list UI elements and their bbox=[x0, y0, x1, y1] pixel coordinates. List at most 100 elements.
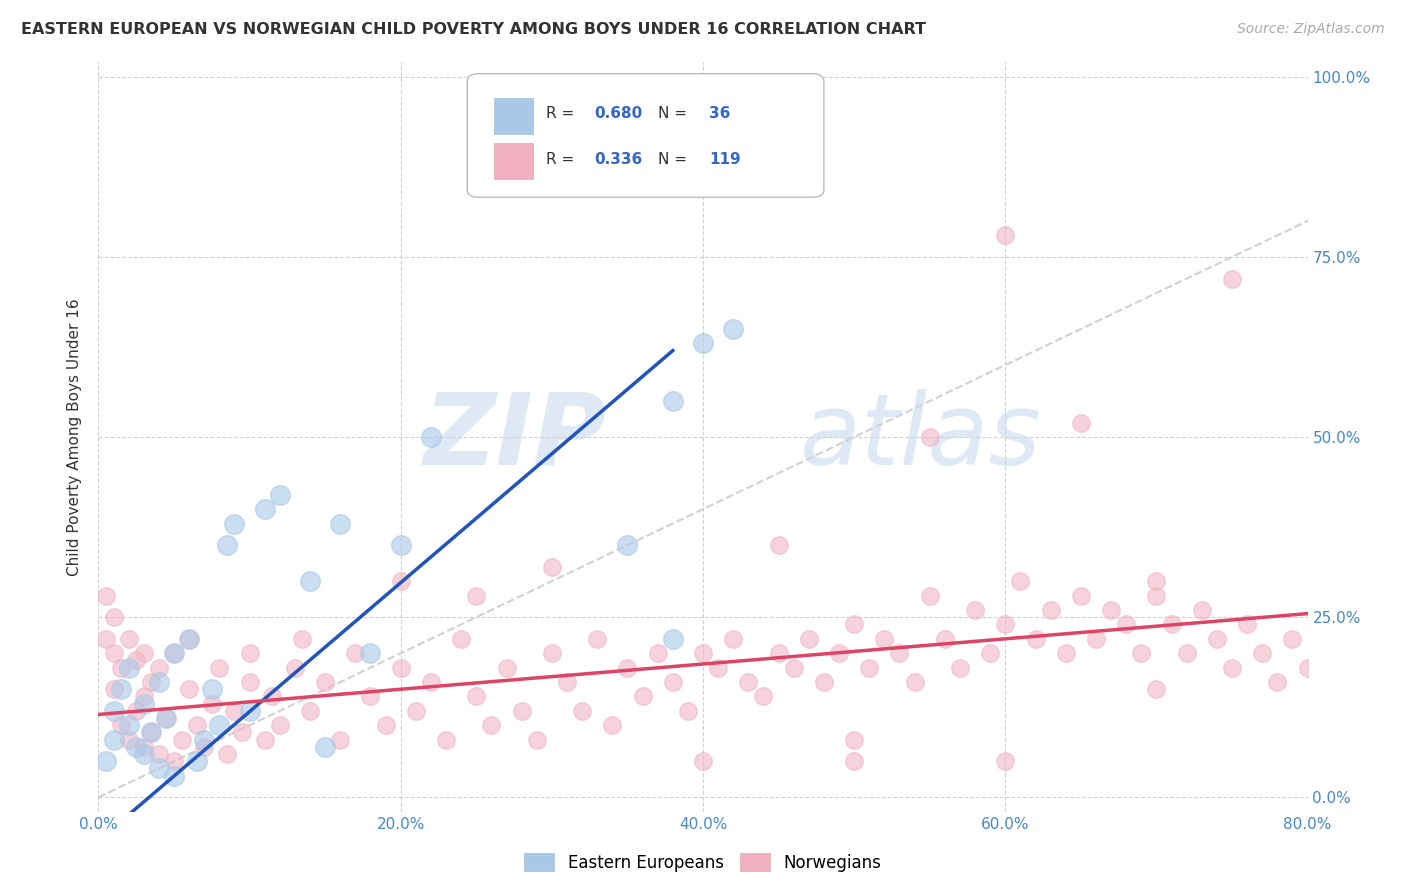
Point bbox=[118, 632, 141, 646]
Point bbox=[141, 725, 163, 739]
Point bbox=[1070, 589, 1092, 603]
Point bbox=[994, 228, 1017, 243]
Point bbox=[661, 394, 683, 409]
Point bbox=[284, 660, 307, 674]
Point bbox=[314, 675, 336, 690]
Point bbox=[132, 697, 155, 711]
Point bbox=[918, 589, 941, 603]
Point bbox=[1099, 603, 1122, 617]
Point bbox=[1236, 617, 1258, 632]
Point bbox=[1144, 574, 1167, 589]
Point bbox=[1220, 660, 1243, 674]
Point bbox=[269, 718, 291, 732]
Point bbox=[103, 704, 125, 718]
Bar bbox=[494, 97, 533, 134]
Point bbox=[994, 617, 1017, 632]
Point bbox=[797, 632, 820, 646]
Point bbox=[647, 646, 669, 660]
Point bbox=[262, 690, 284, 704]
Point bbox=[125, 653, 148, 667]
Point bbox=[1220, 271, 1243, 285]
Point bbox=[844, 617, 866, 632]
Point bbox=[132, 646, 155, 660]
Point bbox=[1191, 603, 1213, 617]
Point bbox=[813, 675, 835, 690]
Point bbox=[737, 675, 759, 690]
Point bbox=[389, 538, 412, 552]
Point bbox=[215, 538, 238, 552]
Point bbox=[616, 660, 638, 674]
Point bbox=[193, 739, 215, 754]
Point bbox=[118, 660, 141, 674]
Point bbox=[103, 682, 125, 697]
Point bbox=[163, 646, 186, 660]
Point bbox=[193, 732, 215, 747]
Point bbox=[1024, 632, 1046, 646]
Point bbox=[707, 660, 730, 674]
Point bbox=[179, 632, 201, 646]
FancyBboxPatch shape bbox=[467, 74, 824, 197]
Text: R =: R = bbox=[546, 153, 579, 168]
Text: 119: 119 bbox=[709, 153, 741, 168]
Point bbox=[389, 574, 412, 589]
Point bbox=[692, 754, 714, 768]
Point bbox=[768, 538, 790, 552]
Point bbox=[616, 538, 638, 552]
Point bbox=[103, 732, 125, 747]
Legend: Eastern Europeans, Norwegians: Eastern Europeans, Norwegians bbox=[517, 847, 889, 879]
Point bbox=[231, 725, 253, 739]
Point bbox=[1144, 589, 1167, 603]
Text: atlas: atlas bbox=[800, 389, 1042, 485]
Point bbox=[239, 646, 262, 660]
Point bbox=[118, 732, 141, 747]
Point bbox=[163, 754, 186, 768]
Point bbox=[208, 660, 231, 674]
Text: N =: N = bbox=[658, 153, 692, 168]
Point bbox=[94, 632, 117, 646]
Point bbox=[768, 646, 790, 660]
Point bbox=[420, 430, 443, 444]
Point bbox=[239, 704, 262, 718]
Text: EASTERN EUROPEAN VS NORWEGIAN CHILD POVERTY AMONG BOYS UNDER 16 CORRELATION CHAR: EASTERN EUROPEAN VS NORWEGIAN CHILD POVE… bbox=[21, 22, 927, 37]
Point bbox=[344, 646, 367, 660]
Y-axis label: Child Poverty Among Boys Under 16: Child Poverty Among Boys Under 16 bbox=[67, 298, 83, 576]
Point bbox=[661, 675, 683, 690]
Point bbox=[661, 632, 683, 646]
Point bbox=[224, 516, 246, 531]
Point bbox=[141, 675, 163, 690]
Point bbox=[179, 682, 201, 697]
Point bbox=[110, 660, 132, 674]
Point bbox=[918, 430, 941, 444]
Point bbox=[1010, 574, 1032, 589]
Point bbox=[329, 516, 352, 531]
Point bbox=[329, 732, 352, 747]
Point bbox=[1267, 675, 1289, 690]
Point bbox=[110, 682, 132, 697]
Point bbox=[676, 704, 699, 718]
Point bbox=[360, 646, 382, 660]
Point bbox=[979, 646, 1001, 660]
Point bbox=[186, 718, 208, 732]
Point bbox=[1115, 617, 1137, 632]
Point bbox=[1130, 646, 1153, 660]
Point bbox=[465, 690, 488, 704]
Point bbox=[844, 754, 866, 768]
Point bbox=[94, 589, 117, 603]
Point bbox=[858, 660, 880, 674]
Point bbox=[540, 646, 562, 660]
Point bbox=[1039, 603, 1062, 617]
Point bbox=[692, 646, 714, 660]
Point bbox=[783, 660, 806, 674]
Point bbox=[420, 675, 443, 690]
Point bbox=[949, 660, 972, 674]
Point bbox=[631, 690, 654, 704]
Point bbox=[291, 632, 314, 646]
Point bbox=[904, 675, 927, 690]
Point bbox=[1160, 617, 1182, 632]
Point bbox=[828, 646, 851, 660]
Point bbox=[148, 747, 170, 761]
Point bbox=[132, 747, 155, 761]
Point bbox=[224, 704, 246, 718]
Point bbox=[723, 632, 745, 646]
Point bbox=[405, 704, 427, 718]
